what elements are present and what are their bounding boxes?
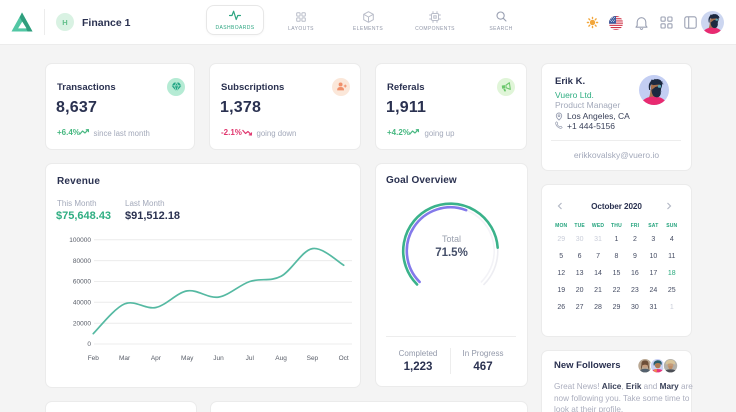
svg-text:40000: 40000 — [73, 300, 91, 307]
svg-text:May: May — [181, 355, 194, 362]
svg-text:Aug: Aug — [275, 355, 287, 362]
svg-text:80000: 80000 — [73, 258, 91, 265]
svg-text:Sep: Sep — [307, 355, 319, 362]
svg-text:Feb: Feb — [88, 355, 100, 362]
svg-text:20000: 20000 — [73, 320, 91, 327]
svg-text:60000: 60000 — [73, 279, 91, 286]
svg-text:Jun: Jun — [213, 355, 224, 362]
svg-text:0: 0 — [87, 341, 91, 348]
svg-text:Jul: Jul — [246, 355, 255, 362]
svg-text:100000: 100000 — [69, 237, 91, 244]
svg-text:Mar: Mar — [119, 355, 131, 362]
svg-text:Apr: Apr — [151, 355, 162, 362]
svg-text:Oct: Oct — [339, 355, 349, 362]
